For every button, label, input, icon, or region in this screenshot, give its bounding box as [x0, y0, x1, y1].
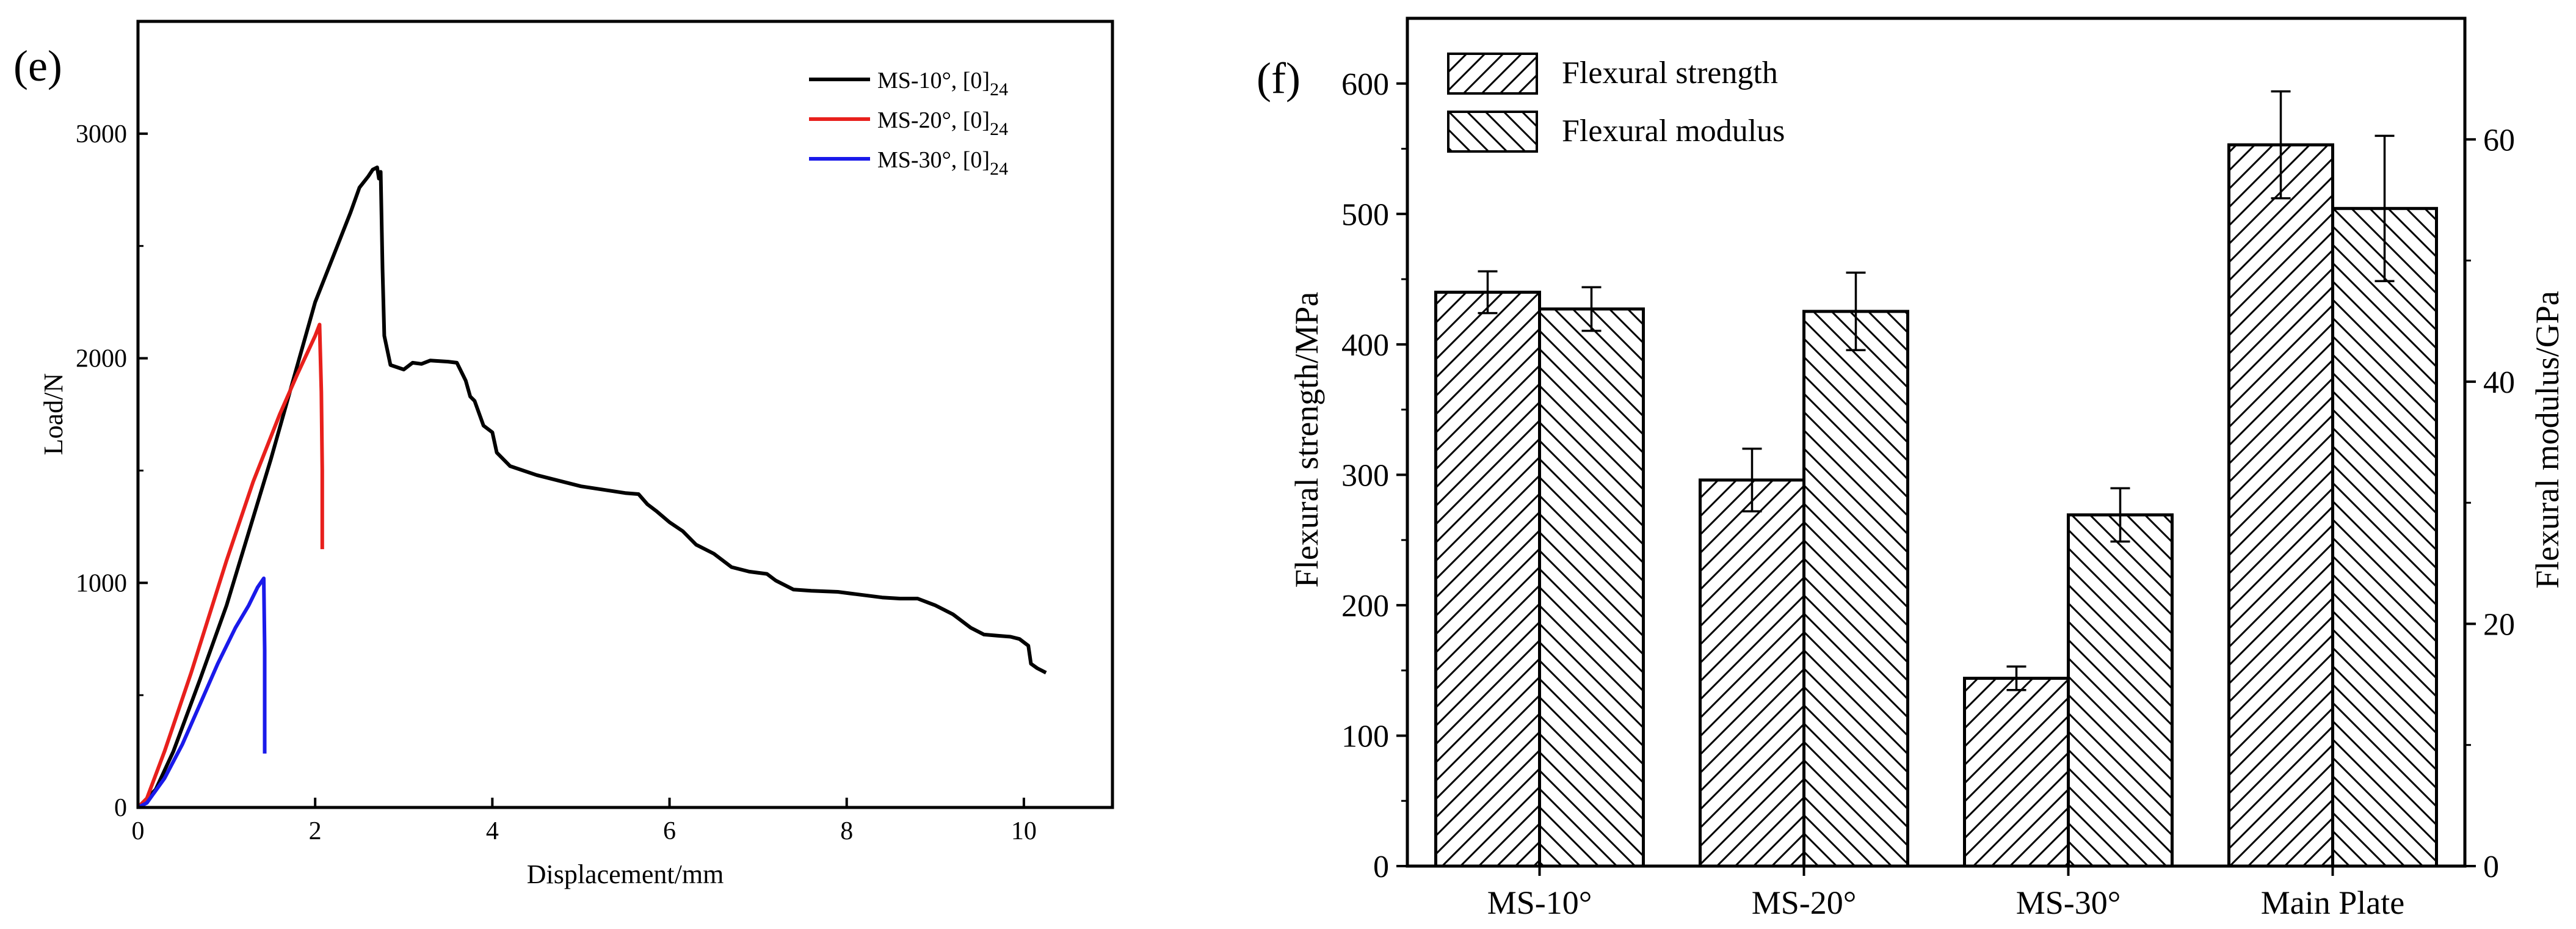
y-tick-label: 3000 — [76, 120, 127, 148]
x-category-label: Main Plate — [2261, 884, 2404, 921]
legend-label-subscript: 24 — [990, 79, 1008, 100]
x-tick-label: 6 — [663, 817, 676, 845]
y-tick-label: 200 — [1341, 589, 1389, 624]
y-tick-label: 0 — [114, 794, 127, 822]
legend-label-1: MS-10°, [0]24 — [877, 68, 1008, 100]
bar-strength — [2227, 143, 2334, 868]
y-tick-label: 300 — [1341, 458, 1389, 493]
series-line-2 — [136, 322, 324, 809]
x-category-label: MS-10° — [1487, 884, 1592, 921]
y-tick-label: 2000 — [76, 345, 127, 373]
y-tick-label: 500 — [1341, 197, 1389, 232]
chart-f-frame — [1406, 16, 2467, 868]
bar-modulus — [1802, 310, 1909, 868]
chart-f-y2label: Flexural modulus/GPa — [2529, 291, 2566, 589]
chart-f-legend: Flexural strength Flexural modulus — [1447, 53, 1785, 153]
panel-label-f: (f) — [1257, 54, 1301, 103]
x-category-label: MS-20° — [1752, 884, 1857, 921]
chart-e-ylabel: Load/N — [38, 373, 68, 455]
panel-label-e: (e) — [13, 42, 62, 90]
x-tick-label: 2 — [309, 817, 322, 845]
y-tick-label: 400 — [1341, 328, 1389, 363]
y-tick-label: 100 — [1341, 719, 1389, 754]
legend-label-main: MS-10°, [0] — [877, 68, 990, 93]
chart-e-xlabel: Displacement/mm — [527, 859, 724, 889]
legend-label-main: MS-30°, [0] — [877, 147, 990, 173]
x-tick-label: 0 — [132, 817, 145, 845]
bar-strength — [1699, 478, 1805, 868]
legend-label-3: MS-30°, [0]24 — [877, 147, 1008, 179]
series-line-3 — [137, 576, 267, 809]
y-tick-label: 0 — [1373, 850, 1389, 884]
x-tick-label: 8 — [840, 817, 853, 845]
x-category-label: MS-30° — [2016, 884, 2121, 921]
series-line-1 — [136, 166, 1047, 809]
bar-modulus — [2331, 206, 2438, 868]
chart-e-series — [136, 166, 1047, 809]
chart-f: (f) MS-10° MS-20° MS-30° Main Plate01002003… — [1257, 16, 2566, 921]
chart-f-ticks: MS-10° MS-20° MS-30° Main Plate010020030040… — [1341, 67, 2515, 921]
bar-modulus — [2067, 513, 2174, 868]
legend-swatch-2 — [1447, 111, 1538, 153]
bar-modulus — [1538, 307, 1645, 868]
x-tick-label: 10 — [1011, 817, 1037, 845]
chart-e-frame — [136, 20, 1114, 809]
legend-label-2: MS-20°, [0]24 — [877, 107, 1008, 139]
bar-strength — [1963, 677, 2070, 868]
legend-label-2: Flexural modulus — [1562, 114, 1785, 148]
legend-swatch-1 — [1447, 53, 1538, 95]
y-tick-label: 1000 — [76, 569, 127, 597]
y2-tick-label: 20 — [2483, 607, 2515, 642]
chart-f-bars — [1434, 90, 2438, 868]
legend-label-main: MS-20°, [0] — [877, 107, 990, 133]
y2-tick-label: 60 — [2483, 123, 2515, 158]
y2-tick-label: 0 — [2483, 850, 2499, 884]
x-tick-label: 4 — [486, 817, 499, 845]
y2-tick-label: 40 — [2483, 365, 2515, 400]
chart-f-ylabel: Flexural strength/MPa — [1288, 292, 1325, 588]
y-tick-label: 600 — [1341, 67, 1389, 102]
legend-label-subscript: 24 — [990, 119, 1008, 139]
legend-label-subscript: 24 — [990, 159, 1008, 179]
bar-strength — [1434, 290, 1541, 868]
legend-label-1: Flexural strength — [1562, 56, 1778, 90]
